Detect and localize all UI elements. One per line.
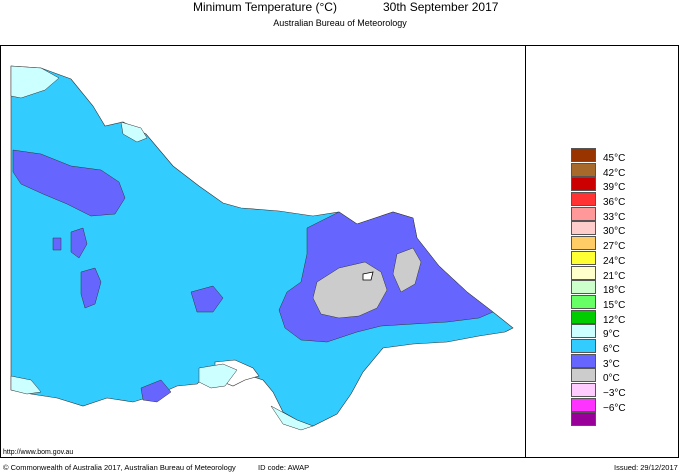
legend-label: 18°C xyxy=(603,285,626,297)
legend-item: 0°C xyxy=(571,368,671,385)
legend-item: 36°C xyxy=(571,192,671,209)
legend-label: 9°C xyxy=(603,329,620,341)
legend-label: −6°C xyxy=(603,402,626,414)
title-line: Minimum Temperature (°C) 30th September … xyxy=(0,0,680,16)
legend-item: 27°C xyxy=(571,236,671,253)
legend-item: 21°C xyxy=(571,265,671,282)
legend-label: 24°C xyxy=(603,255,626,267)
legend-item xyxy=(571,412,671,427)
legend-label: 0°C xyxy=(603,373,620,385)
region-6c-central xyxy=(190,285,224,313)
issued-text: Issued: 29/12/2017 xyxy=(614,463,678,472)
legend-item: 33°C xyxy=(571,206,671,223)
legend-swatch xyxy=(571,280,596,295)
legend-label: 30°C xyxy=(603,226,626,238)
victoria-temperature-map xyxy=(10,65,514,431)
legend-item: 18°C xyxy=(571,280,671,297)
region-6c-west-1 xyxy=(70,227,88,259)
legend-swatch xyxy=(571,397,596,412)
map-panel xyxy=(0,45,526,458)
legend-swatch xyxy=(571,250,596,265)
legend-label: 36°C xyxy=(603,197,626,209)
legend-label: 33°C xyxy=(603,211,626,223)
legend-item: −6°C xyxy=(571,397,671,414)
legend-swatch xyxy=(571,338,596,353)
legend-item: 3°C xyxy=(571,353,671,370)
legend-item: 24°C xyxy=(571,250,671,267)
legend-label: 45°C xyxy=(603,153,626,164)
legend-item: 30°C xyxy=(571,221,671,238)
region-6c-west-3 xyxy=(80,267,102,309)
legend-label: −3°C xyxy=(603,388,626,399)
id-code-text: ID code: AWAP xyxy=(258,463,310,472)
legend-label: 39°C xyxy=(603,182,626,194)
legend-swatch xyxy=(571,192,596,207)
legend-swatch xyxy=(571,177,596,192)
region-0c-peak xyxy=(362,271,374,281)
map-subtitle: Australian Bureau of Meteorology xyxy=(273,18,407,28)
legend-item: −3°C xyxy=(571,383,671,399)
copyright-text: © Commonwealth of Australia 2017, Austra… xyxy=(3,463,236,472)
legend-label: 15°C xyxy=(603,299,626,311)
legend-swatch xyxy=(571,368,596,383)
legend-item: 15°C xyxy=(571,294,671,311)
region-12c-bay xyxy=(198,363,238,389)
legend-item: 42°C xyxy=(571,162,671,179)
legend-label: 12°C xyxy=(603,314,626,326)
legend-item: 45°C xyxy=(571,148,671,164)
legend-label: 21°C xyxy=(603,270,626,282)
legend-swatch xyxy=(571,412,596,427)
legend-swatch xyxy=(571,162,596,177)
legend-label: 3°C xyxy=(603,358,620,370)
region-12c-north xyxy=(120,121,148,143)
region-6c-southwest xyxy=(140,379,172,403)
legend-panel xyxy=(526,45,679,458)
region-6c-northwest xyxy=(12,149,126,217)
region-6c-west-2 xyxy=(52,237,62,251)
legend-swatch xyxy=(571,221,596,236)
legend-swatch xyxy=(571,353,596,368)
region-12c-northwest xyxy=(10,65,60,99)
legend-swatch xyxy=(571,206,596,221)
legend-swatch xyxy=(571,148,596,162)
region-12c-west-coast xyxy=(10,375,42,395)
region-3c-east xyxy=(392,247,422,293)
legend-item: 12°C xyxy=(571,309,671,326)
map-title: Minimum Temperature (°C) xyxy=(193,0,337,14)
map-date: 30th September 2017 xyxy=(383,0,499,14)
legend-label: 6°C xyxy=(603,343,620,355)
legend-swatch xyxy=(571,294,596,309)
source-url: http://www.bom.gov.au xyxy=(3,449,74,456)
legend-swatch xyxy=(571,383,596,397)
legend-item: 39°C xyxy=(571,177,671,194)
legend-item: 6°C xyxy=(571,338,671,355)
legend-swatch xyxy=(571,309,596,324)
legend-swatch xyxy=(571,236,596,251)
temperature-legend: 45°C 42°C 39°C 36°C 33°C 30°C 27°C 24°C 21°C 18°C… xyxy=(571,148,671,427)
region-12c-coast xyxy=(270,405,314,431)
legend-label: 27°C xyxy=(603,241,626,253)
legend-swatch xyxy=(571,324,596,339)
legend-item: 9°C xyxy=(571,324,671,341)
legend-swatch xyxy=(571,265,596,280)
region-9c xyxy=(10,65,514,427)
legend-label: 42°C xyxy=(603,167,626,179)
